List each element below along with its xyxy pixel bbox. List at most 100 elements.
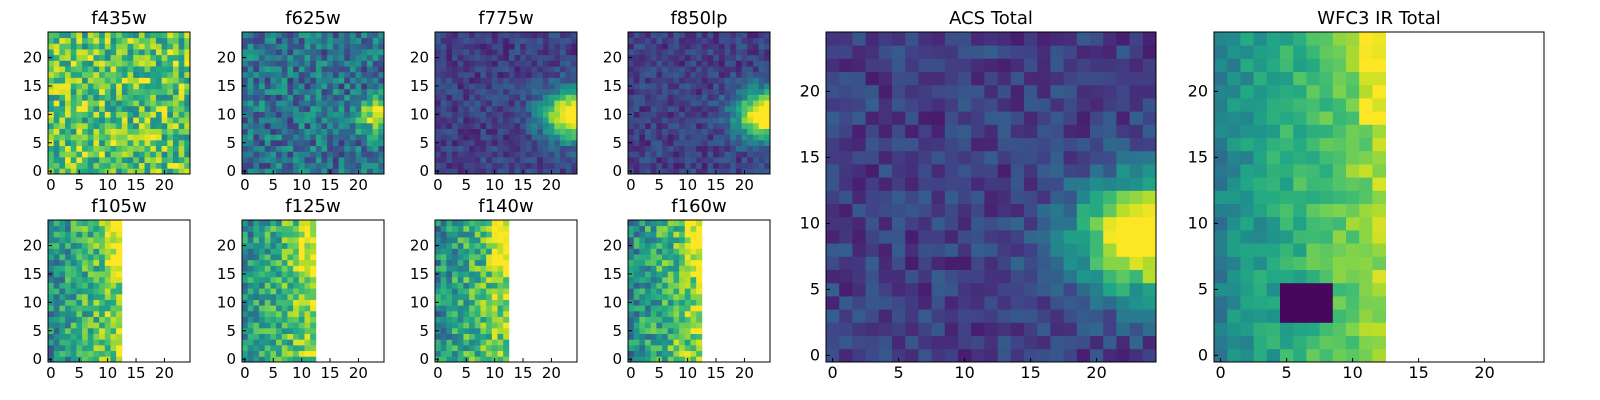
heatmap-cell: [184, 66, 191, 73]
heatmap-cell: [878, 296, 893, 310]
x-tick-label: 20: [1474, 363, 1494, 382]
heatmap-cell: [344, 49, 351, 56]
heatmap-cell: [673, 282, 680, 289]
heatmap-cell: [690, 145, 697, 152]
heatmap-cell: [690, 60, 697, 67]
heatmap-cell: [730, 88, 737, 95]
heatmap-cell: [730, 162, 737, 169]
heatmap-cell: [327, 117, 334, 124]
heatmap-cell: [121, 168, 128, 175]
heatmap-cell: [542, 88, 549, 95]
heatmap-cell: [554, 71, 561, 78]
heatmap-cell: [298, 299, 305, 306]
heatmap-cell: [497, 299, 504, 306]
heatmap-cell: [633, 248, 640, 255]
heatmap-cell: [684, 66, 691, 73]
heatmap-cell: [650, 111, 657, 118]
heatmap-cell: [304, 322, 311, 329]
heatmap-cell: [53, 310, 60, 317]
heatmap-cell: [1090, 150, 1104, 165]
heatmap-cell: [486, 299, 493, 306]
heatmap-cell: [701, 94, 708, 101]
heatmap-cell: [242, 105, 249, 112]
heatmap-cell: [565, 145, 572, 152]
heatmap-cell: [76, 54, 83, 61]
heatmap-cell: [1076, 256, 1091, 270]
heatmap-cell: [298, 151, 305, 158]
heatmap-cell: [355, 128, 362, 135]
heatmap-cell: [1050, 348, 1064, 363]
heatmap-cell: [1129, 243, 1144, 257]
heatmap-cell: [298, 32, 305, 39]
heatmap-cell: [366, 54, 374, 61]
heatmap-cell: [463, 254, 470, 261]
heatmap-cell: [1037, 111, 1051, 125]
heatmap-cell: [878, 84, 893, 99]
heatmap-cell: [110, 333, 117, 340]
heatmap-cell: [327, 156, 334, 164]
heatmap-cell: [514, 162, 521, 169]
heatmap-cell: [59, 265, 66, 272]
heatmap-cell: [435, 105, 442, 112]
heatmap-cell: [1332, 84, 1347, 99]
heatmap-cell: [984, 164, 998, 178]
heatmap-cell: [1319, 71, 1334, 86]
heatmap-cell: [172, 32, 180, 39]
heatmap-cell: [332, 54, 339, 61]
heatmap-cell: [440, 139, 447, 146]
heatmap-cell: [752, 32, 760, 39]
heatmap-cell: [310, 43, 317, 50]
heatmap-cell: [662, 162, 669, 169]
heatmap-cell: [525, 49, 532, 56]
heatmap-cell: [633, 276, 640, 283]
heatmap-cell: [639, 350, 646, 357]
heatmap-cell: [435, 151, 442, 158]
heatmap-cell: [696, 333, 703, 340]
heatmap-cell: [958, 335, 972, 350]
heatmap-cell: [1076, 243, 1091, 257]
heatmap-cell: [747, 162, 754, 169]
heatmap-cell: [520, 100, 527, 107]
heatmap-cell: [87, 225, 94, 232]
heatmap-cell: [633, 242, 640, 249]
heatmap-cell: [1063, 137, 1078, 152]
heatmap-cell: [508, 54, 515, 61]
heatmap-cell: [242, 66, 249, 73]
heatmap-cell: [264, 344, 271, 352]
heatmap-cell: [852, 32, 866, 46]
heatmap-cell: [93, 316, 100, 323]
heatmap-cell: [984, 309, 998, 323]
heatmap-cell: [53, 237, 60, 244]
heatmap-cell: [349, 71, 356, 78]
heatmap-cell: [865, 309, 880, 323]
heatmap-cell: [633, 271, 640, 278]
heatmap-cell: [99, 66, 106, 73]
heatmap-cell: [650, 237, 657, 244]
heatmap-cell: [480, 88, 487, 95]
heatmap-cell: [559, 77, 567, 84]
panel-title: f105w: [91, 196, 146, 217]
heatmap-cell: [918, 124, 932, 138]
heatmap-cell: [656, 327, 663, 334]
heatmap-cell: [752, 37, 760, 44]
heatmap-cell: [446, 237, 453, 244]
heatmap-cell: [65, 43, 72, 50]
heatmap-cell: [508, 83, 515, 90]
heatmap-cell: [486, 310, 493, 317]
heatmap-cell: [121, 111, 128, 118]
heatmap-cell: [1010, 71, 1025, 86]
heatmap-cell: [184, 32, 191, 39]
heatmap-cell: [242, 71, 249, 78]
heatmap-cell: [144, 105, 151, 112]
heatmap-cell: [679, 333, 686, 340]
heatmap-cell: [633, 151, 640, 158]
heatmap-cell: [542, 49, 549, 56]
heatmap-cell: [662, 128, 669, 135]
heatmap-cell: [724, 32, 731, 39]
heatmap-cell: [259, 117, 266, 124]
heatmap-cell: [1010, 282, 1025, 297]
heatmap-cell: [730, 122, 737, 129]
heatmap-cell: [474, 288, 481, 295]
heatmap-cell: [310, 344, 317, 352]
heatmap-cell: [480, 316, 487, 323]
